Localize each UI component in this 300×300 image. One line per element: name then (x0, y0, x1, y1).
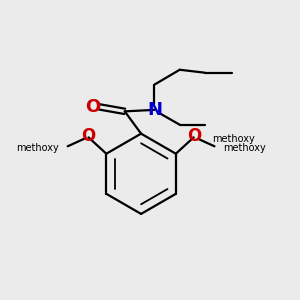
Text: methoxy: methoxy (16, 143, 59, 153)
Text: O: O (85, 98, 100, 116)
Text: O: O (187, 128, 201, 146)
Text: O: O (81, 128, 95, 146)
Text: methoxy: methoxy (212, 134, 255, 144)
Text: N: N (147, 101, 162, 119)
Text: methoxy: methoxy (224, 143, 266, 153)
